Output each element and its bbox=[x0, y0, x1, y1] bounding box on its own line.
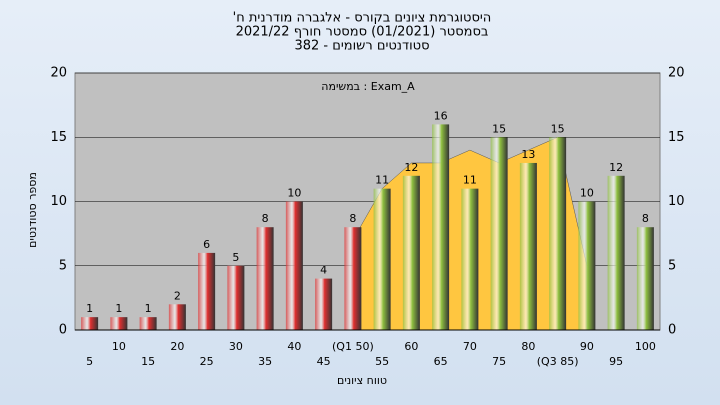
x-tick-label: 65 bbox=[434, 355, 448, 368]
bar bbox=[519, 162, 537, 330]
title-line: היסטוגרמת ציונים בקורס - אלגברה מודרנית … bbox=[233, 11, 492, 26]
y2-tick-label: 10 bbox=[668, 194, 685, 209]
bar bbox=[432, 124, 450, 331]
y-tick-label: 0 bbox=[59, 323, 67, 338]
x-tick-label: 35 bbox=[258, 355, 272, 368]
y-tick-label: 20 bbox=[50, 66, 67, 81]
x-tick-label: 70 bbox=[463, 340, 477, 353]
bar bbox=[227, 265, 245, 330]
bar bbox=[81, 317, 99, 330]
y-axis-label: מספר סטודנטים bbox=[26, 172, 39, 248]
title-line: סטודנטים רשומים - 382 bbox=[294, 39, 429, 54]
data-label: 10 bbox=[580, 187, 594, 200]
data-label: 1 bbox=[86, 302, 93, 315]
data-label: 8 bbox=[349, 212, 356, 225]
x-tick-label: 30 bbox=[229, 340, 243, 353]
bar bbox=[256, 227, 274, 330]
x-tick-label: 15 bbox=[141, 355, 155, 368]
bar bbox=[490, 137, 508, 330]
x-tick-label: 90 bbox=[580, 340, 594, 353]
data-label: 12 bbox=[609, 161, 623, 174]
x-tick-label: 25 bbox=[200, 355, 214, 368]
bar bbox=[373, 188, 391, 330]
data-label: 5 bbox=[232, 251, 239, 264]
bar bbox=[168, 304, 186, 330]
data-label: 1 bbox=[145, 302, 152, 315]
bar bbox=[578, 201, 596, 330]
data-label: 11 bbox=[463, 174, 477, 187]
bar bbox=[402, 175, 420, 330]
bar bbox=[285, 201, 303, 330]
x-tick-label: 60 bbox=[404, 340, 418, 353]
x-tick-label: 100 bbox=[635, 340, 656, 353]
x-tick-label: 75 bbox=[492, 355, 506, 368]
bar bbox=[607, 175, 625, 330]
bar bbox=[110, 317, 128, 330]
bar bbox=[198, 252, 216, 330]
data-label: 12 bbox=[404, 161, 418, 174]
y-tick-label: 5 bbox=[59, 258, 67, 273]
data-label: 2 bbox=[174, 289, 181, 302]
data-label: 10 bbox=[287, 187, 301, 200]
data-label: 8 bbox=[262, 212, 269, 225]
data-label: 8 bbox=[642, 212, 649, 225]
bar bbox=[139, 317, 157, 330]
bar bbox=[344, 227, 362, 330]
data-label: 15 bbox=[492, 122, 506, 135]
data-label: 13 bbox=[521, 148, 535, 161]
x-tick-label: 45 bbox=[317, 355, 331, 368]
data-label: 4 bbox=[320, 264, 327, 277]
data-label: 11 bbox=[375, 174, 389, 187]
bar bbox=[636, 227, 654, 330]
x-tick-label: 80 bbox=[521, 340, 535, 353]
y-tick-label: 15 bbox=[50, 130, 67, 145]
x-tick-label: 40 bbox=[287, 340, 301, 353]
x-tick-label: 20 bbox=[170, 340, 184, 353]
y2-tick-label: 0 bbox=[668, 323, 676, 338]
title-line: בסמסטר (01/2021) סמסטר חורף 2021/22 bbox=[236, 25, 489, 40]
bar bbox=[315, 278, 333, 330]
x-tick-label: 55 bbox=[375, 355, 389, 368]
x-axis-label: טווח ציונים bbox=[337, 374, 387, 387]
bar bbox=[549, 137, 567, 330]
data-label: 16 bbox=[434, 109, 448, 122]
annotation: במשימה : Exam_A bbox=[321, 80, 415, 93]
x-tick-label: 95 bbox=[609, 355, 623, 368]
y2-tick-label: 15 bbox=[668, 130, 685, 145]
y2-tick-label: 20 bbox=[668, 66, 685, 81]
data-label: 6 bbox=[203, 238, 210, 251]
data-label: 1 bbox=[115, 302, 122, 315]
y-tick-label: 10 bbox=[50, 194, 67, 209]
x-tick-label: 10 bbox=[112, 340, 126, 353]
data-label: 15 bbox=[551, 122, 565, 135]
x-tick-label: (Q3 85) bbox=[537, 355, 579, 368]
y2-tick-label: 5 bbox=[668, 258, 676, 273]
x-tick-label: (Q1 50) bbox=[332, 340, 374, 353]
bar bbox=[461, 188, 479, 330]
x-tick-label: 5 bbox=[86, 355, 93, 368]
